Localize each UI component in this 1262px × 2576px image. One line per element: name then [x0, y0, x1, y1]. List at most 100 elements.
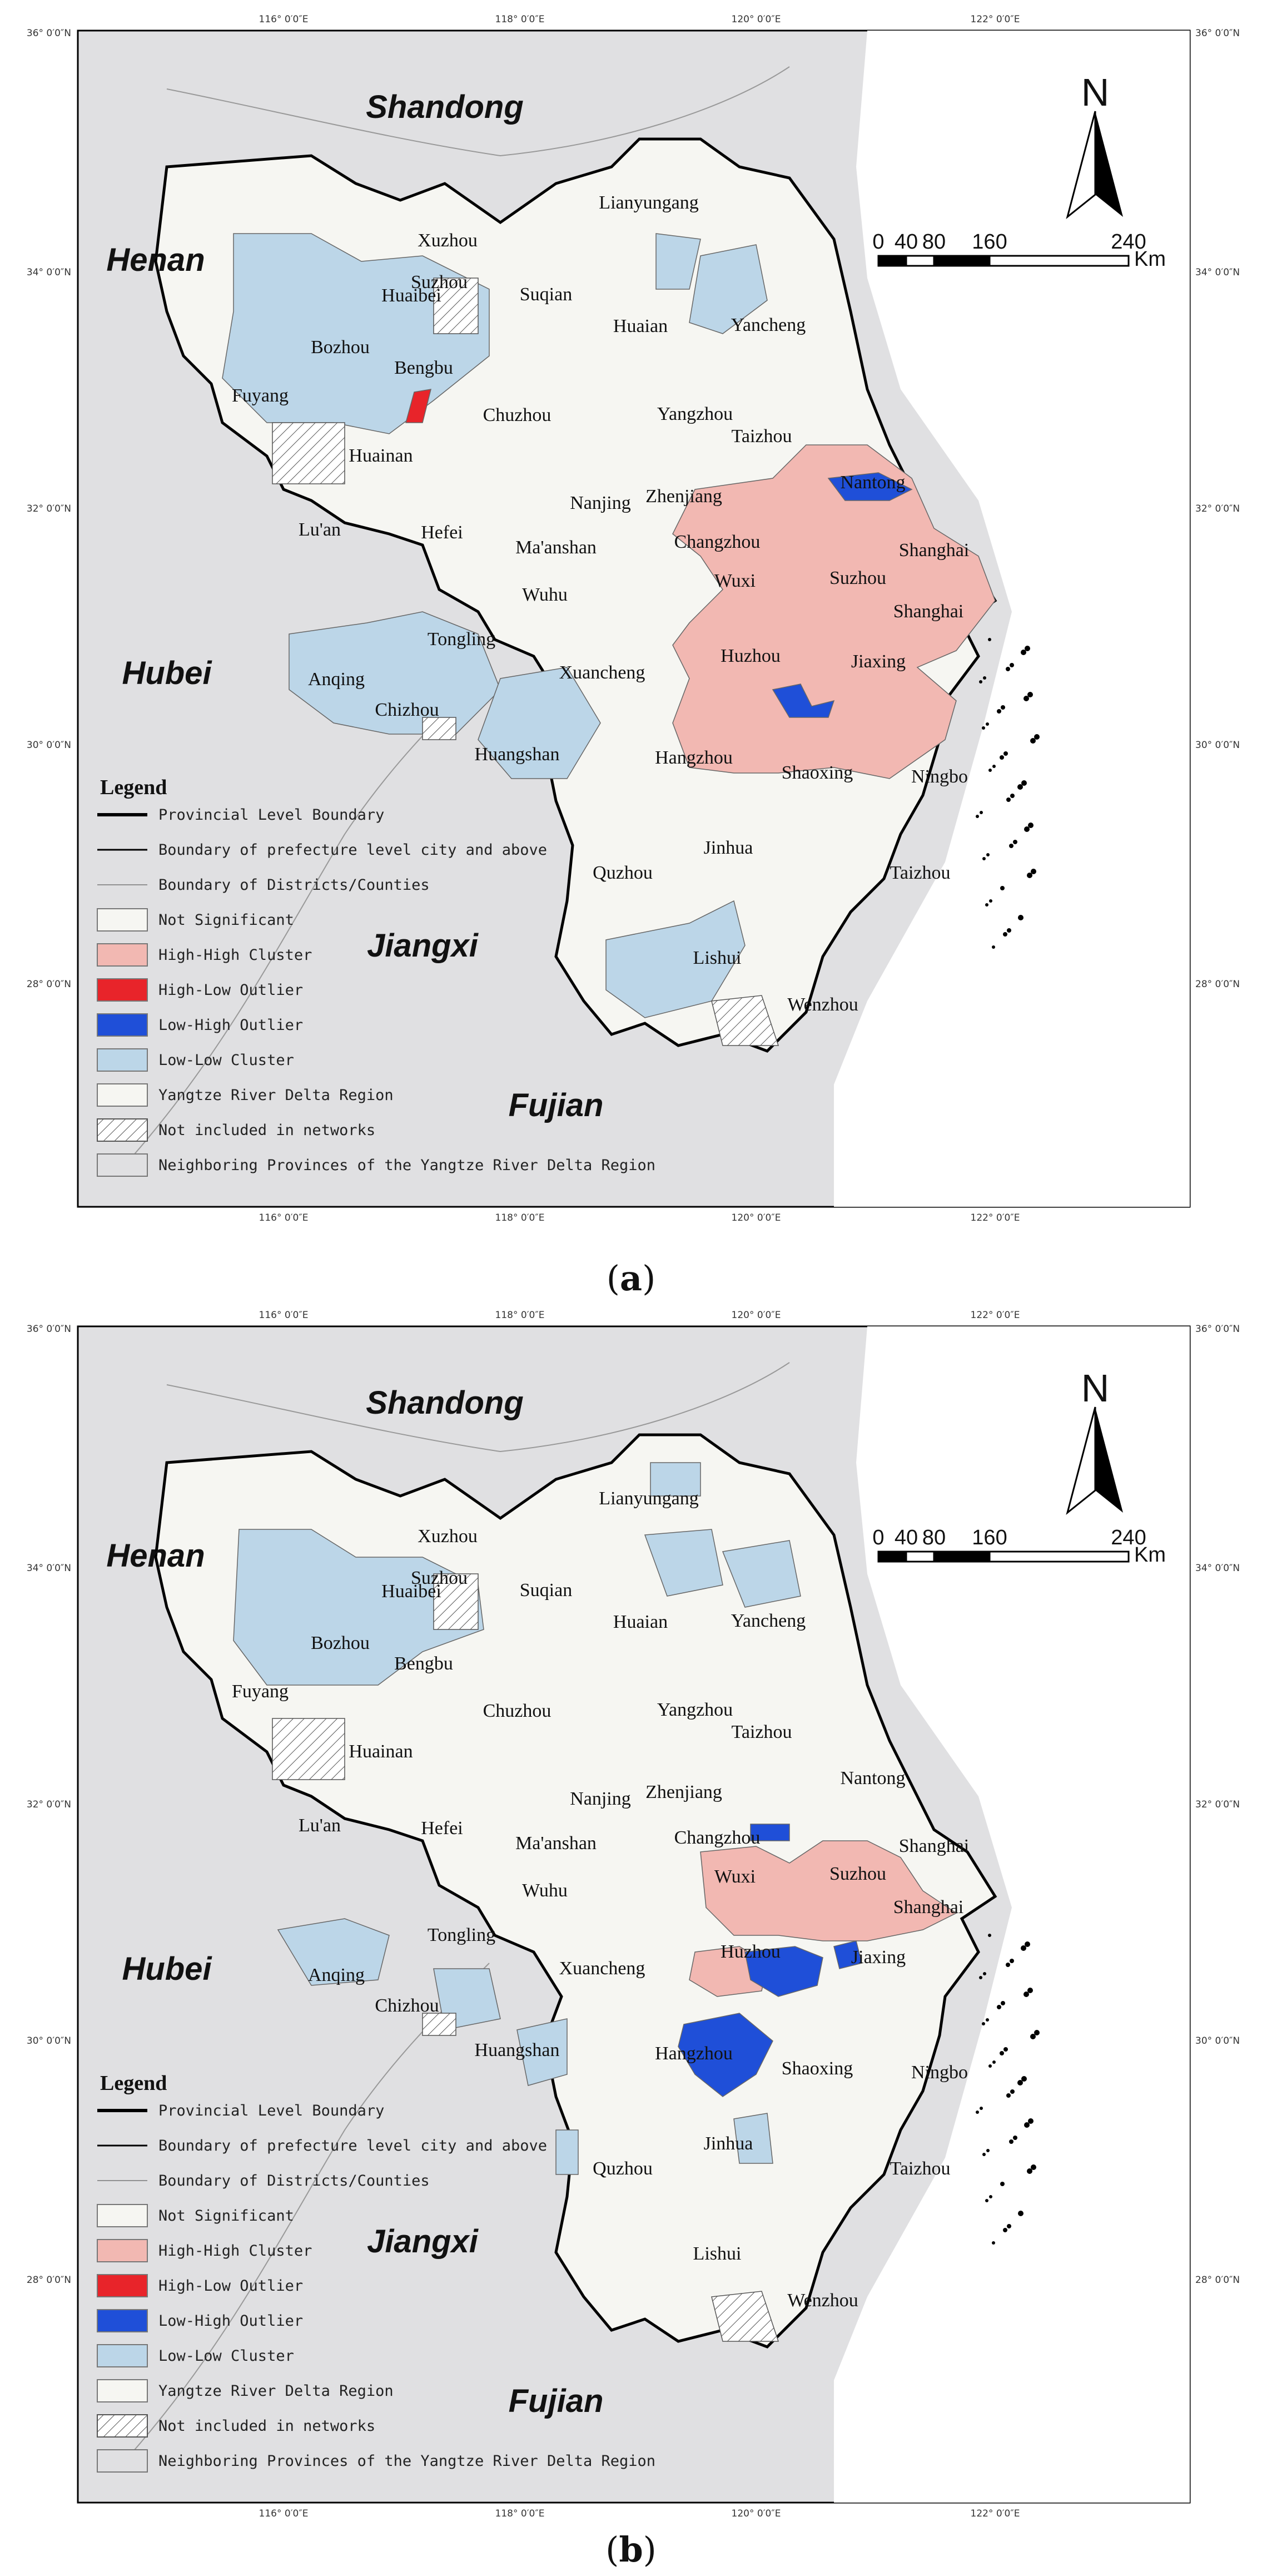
- city-label: Lishui: [693, 948, 742, 968]
- map-panel-b: 116° 0′0″E 116° 0′0″E 118° 0′0″E 118° 0′0″E…: [0, 1296, 1262, 2519]
- lat-tick-right: 30° 0′0″N: [1195, 740, 1240, 751]
- scale-unit: Km: [1134, 1543, 1166, 1567]
- city-label: Nanjing: [570, 493, 631, 513]
- scale-label: 40: [895, 230, 918, 254]
- lon-tick-bottom: 118° 0′0″E: [495, 1212, 545, 1223]
- lon-tick-top: 122° 0′0″E: [971, 14, 1020, 25]
- city-label: Zhenjiang: [645, 1782, 722, 1802]
- low-high-outlier-patch: [744, 1946, 823, 1997]
- cluster-layer: [233, 1462, 957, 2175]
- scale-unit: Km: [1134, 247, 1166, 271]
- province-label: Shandong: [366, 89, 524, 125]
- city-label: Nantong: [840, 472, 905, 493]
- city-label: Huangshan: [475, 744, 560, 765]
- lat-tick-right: 36° 0′0″N: [1195, 1324, 1240, 1335]
- city-label: Lianyungang: [599, 192, 698, 213]
- legend-swatch: [97, 2449, 148, 2473]
- city-label: Shanghai: [899, 1836, 970, 1856]
- lat-tick-right: 34° 0′0″N: [1195, 267, 1240, 278]
- city-label: Jinhua: [704, 838, 753, 858]
- legend-item-label: Neighboring Provinces of the Yangtze Riv…: [158, 2453, 655, 2470]
- city-label: Quzhou: [593, 2158, 653, 2179]
- lat-tick-left: 34° 0′0″N: [27, 267, 71, 278]
- scale-label: 80: [922, 1526, 946, 1549]
- not-included-patch: [711, 995, 779, 1046]
- lon-tick-bottom: 120° 0′0″E: [732, 2508, 781, 2519]
- city-label: Ningbo: [911, 2062, 968, 2083]
- legend-swatch: [97, 1083, 148, 1107]
- city-label: Quzhou: [593, 863, 653, 883]
- city-label: Tongling: [428, 629, 495, 650]
- city-label: Hefei: [421, 1818, 463, 1839]
- legend-item-label: Not included in networks: [158, 1122, 375, 1139]
- scale-bar: [877, 1550, 1130, 1563]
- scale-label: 80: [922, 230, 946, 254]
- lon-tick-top: 116° 0′0″E: [259, 14, 309, 25]
- city-label: Huainan: [349, 1741, 413, 1762]
- province-label: Henan: [106, 242, 205, 278]
- lat-tick-left: 28° 0′0″N: [27, 2275, 71, 2286]
- high-high-cluster-patch: [700, 1840, 957, 1941]
- city-label: Yangzhou: [657, 404, 733, 424]
- city-label: Taizhou: [890, 863, 950, 883]
- lon-tick-bottom: 120° 0′0″E: [732, 1212, 781, 1223]
- legend-item-label: Yangtze River Delta Region: [158, 1087, 394, 1104]
- lat-tick-left: 30° 0′0″N: [27, 740, 71, 751]
- lon-tick-top: 118° 0′0″E: [495, 14, 545, 25]
- city-label: Taizhou: [890, 2158, 950, 2179]
- lat-tick-left: 32° 0′0″N: [27, 1799, 71, 1810]
- not-included-patch: [433, 1573, 479, 1630]
- north-arrow-icon: [1066, 1406, 1123, 1515]
- high-low-outlier-patch: [405, 389, 432, 423]
- city-label: Huangshan: [475, 2040, 560, 2060]
- city-label: Suzhou: [411, 272, 468, 293]
- lat-tick-right: 30° 0′0″N: [1195, 2035, 1240, 2047]
- legend-item-label: Low-Low Cluster: [158, 2347, 294, 2365]
- city-label: Chizhou: [375, 700, 439, 720]
- lon-tick-bottom: 116° 0′0″E: [259, 2508, 309, 2519]
- islands: [976, 1934, 1040, 2245]
- city-label: Wuhu: [522, 1880, 568, 1901]
- city-label: Jiaxing: [851, 1947, 906, 1968]
- lat-tick-right: 32° 0′0″N: [1195, 1799, 1240, 1810]
- map-a: 116° 0′0″E 116° 0′0″E 118° 0′0″E 118° 0′0″E…: [27, 14, 1240, 1223]
- lon-tick-bottom: 118° 0′0″E: [495, 2508, 545, 2519]
- city-label: Huaibei: [381, 1581, 441, 1602]
- low-high-outlier-patch: [833, 1940, 862, 1969]
- legend-item-label: High-Low Outlier: [158, 982, 303, 999]
- city-label: Hangzhou: [655, 2043, 733, 2064]
- city-label: Lianyungang: [599, 1488, 698, 1509]
- lat-tick-left: 30° 0′0″N: [27, 2035, 71, 2047]
- scale-label: 0: [872, 1526, 884, 1549]
- scale-label: 240: [1111, 230, 1146, 254]
- lon-tick-bottom: 116° 0′0″E: [259, 1212, 309, 1223]
- low-low-cluster-patch: [644, 1529, 723, 1597]
- lon-tick-top: 120° 0′0″E: [732, 14, 781, 25]
- map-panel-a: 116° 0′0″E 116° 0′0″E 118° 0′0″E 118° 0′0″E…: [0, 0, 1262, 1223]
- legend-title: Legend: [100, 776, 167, 799]
- lat-tick-left: 28° 0′0″N: [27, 979, 71, 990]
- caption-a: (a): [606, 1258, 656, 1299]
- lat-tick-right: 34° 0′0″N: [1195, 1563, 1240, 1574]
- not-included-patch: [272, 1718, 345, 1780]
- province-label: Fujian: [509, 1087, 604, 1123]
- province-label: Hubei: [122, 1951, 212, 1987]
- legend-swatch: [97, 1013, 148, 1037]
- low-low-cluster-patch: [233, 1529, 484, 1686]
- lon-tick-top: 120° 0′0″E: [732, 1310, 781, 1321]
- legend-title: Legend: [100, 2072, 167, 2095]
- city-label: Tongling: [428, 1925, 495, 1945]
- city-label: Shanghai: [899, 540, 970, 561]
- province-label: Jiangxi: [367, 928, 479, 964]
- legend-item-label: Boundary of prefecture level city and ab…: [158, 2137, 547, 2154]
- low-high-outlier-patch: [772, 683, 835, 718]
- legend-item-label: Low-Low Cluster: [158, 1052, 294, 1069]
- city-label: Huzhou: [721, 646, 781, 666]
- legend-swatch: [97, 1048, 148, 1072]
- lat-tick-left: 32° 0′0″N: [27, 503, 71, 514]
- low-low-cluster-patch: [516, 2018, 568, 2086]
- lat-tick-right: 28° 0′0″N: [1195, 979, 1240, 990]
- legend-item-label: Low-High Outlier: [158, 1017, 303, 1034]
- city-label: Zhenjiang: [645, 486, 722, 507]
- high-high-cluster-patch: [672, 444, 996, 779]
